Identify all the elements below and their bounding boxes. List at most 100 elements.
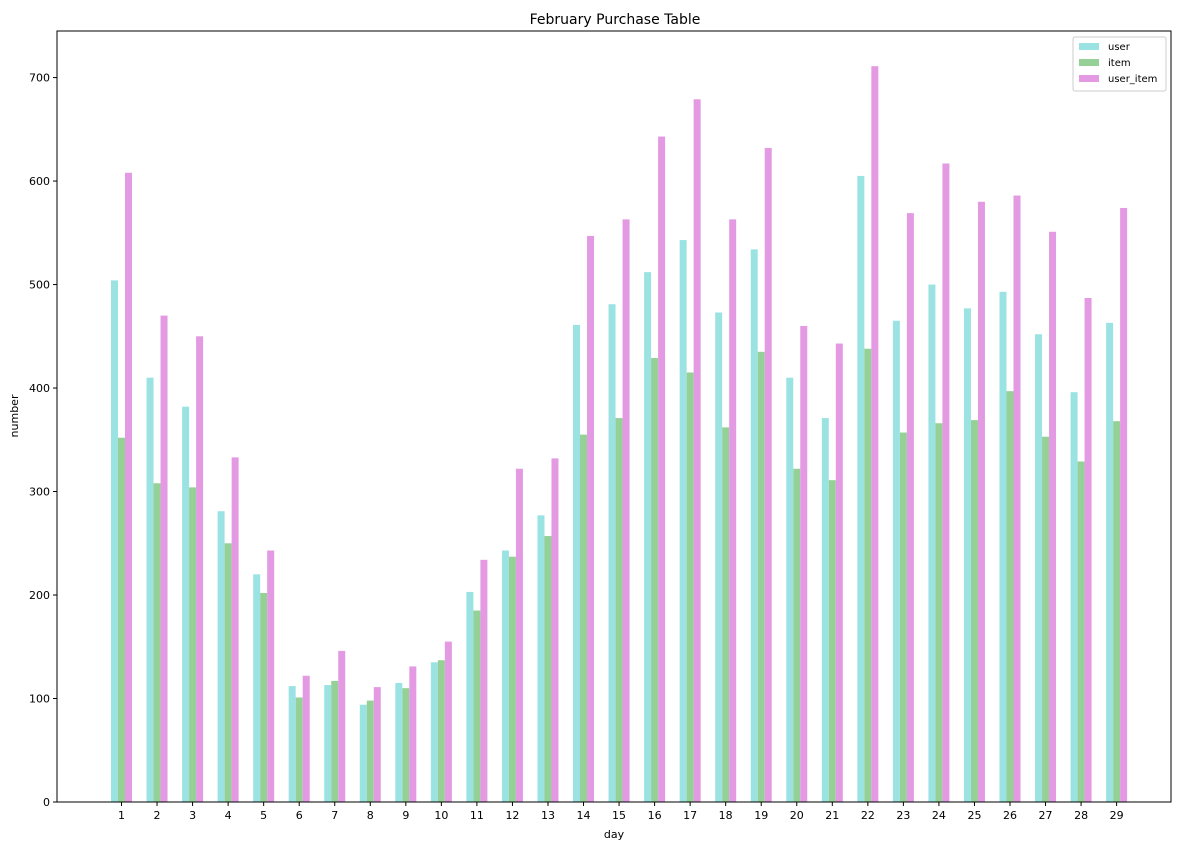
y-tick-label: 400 [29, 382, 50, 395]
bar-user_item-day-16 [658, 136, 666, 802]
y-tick-label: 700 [29, 72, 50, 85]
bar-item-day-18 [722, 427, 730, 802]
bar-user-day-3 [182, 406, 190, 802]
bar-item-day-4 [224, 543, 232, 802]
y-tick-label: 500 [29, 279, 50, 292]
bar-item-day-8 [366, 700, 374, 802]
bar-user_item-day-29 [1120, 207, 1128, 803]
bar-user_item-day-2 [160, 315, 168, 802]
bar-user-day-23 [892, 320, 900, 802]
bar-user-day-27 [1035, 334, 1043, 802]
bar-user-day-17 [679, 240, 687, 803]
bar-item-day-19 [757, 351, 765, 802]
bar-user_item-day-12 [515, 468, 523, 802]
bar-item-day-2 [153, 483, 161, 802]
bar-user_item-day-15 [622, 219, 630, 803]
y-tick-label: 600 [29, 175, 50, 188]
bar-user_item-day-3 [196, 336, 204, 802]
bar-user_item-day-23 [906, 213, 914, 802]
x-tick-label: 29 [1110, 809, 1124, 822]
bar-user-day-7 [324, 685, 332, 802]
legend: user item user_item [1072, 36, 1167, 92]
legend-label-item: item [1108, 58, 1131, 69]
x-tick-label: 25 [967, 809, 981, 822]
bar-user-day-16 [644, 272, 652, 802]
bar-item-day-23 [899, 432, 907, 802]
bar-user_item-day-1 [125, 172, 132, 802]
bar-user-day-6 [288, 686, 296, 802]
bar-user-day-19 [750, 249, 758, 803]
bar-item-day-21 [828, 480, 836, 802]
bar-user_item-day-28 [1084, 298, 1092, 802]
bar-user_item-day-26 [1013, 195, 1021, 803]
bar-user_item-day-7 [338, 650, 346, 802]
bar-item-day-14 [580, 434, 588, 802]
bar-item-day-1 [118, 437, 125, 802]
y-tick-label: 300 [29, 486, 50, 499]
y-tick-label: 0 [43, 796, 50, 809]
x-tick-label: 27 [1039, 809, 1053, 822]
bar-item-day-11 [473, 610, 481, 802]
x-tick-label: 17 [683, 809, 697, 822]
bar-item-day-20 [793, 468, 801, 802]
x-tick-label: 26 [1003, 809, 1017, 822]
bar-user-day-5 [253, 574, 261, 802]
x-tick-label: 10 [434, 809, 448, 822]
bar-user-day-26 [999, 291, 1007, 802]
x-tick-label: 18 [719, 809, 733, 822]
bar-user_item-day-11 [480, 559, 488, 802]
bar-item-day-26 [1006, 391, 1014, 802]
bar-user-day-13 [537, 515, 545, 802]
bar-user-day-9 [395, 682, 403, 802]
bar-user-day-2 [146, 377, 154, 802]
bar-user_item-day-4 [231, 457, 239, 802]
x-tick-label: 15 [612, 809, 626, 822]
y-axis: 0 100 200 300 400 500 600 700 [29, 72, 57, 809]
bar-user_item-day-6 [302, 675, 310, 802]
x-tick-label: 11 [470, 809, 484, 822]
chart-title: February Purchase Table [530, 12, 701, 28]
x-tick-label: 2 [154, 809, 161, 822]
legend-swatch-item [1079, 59, 1099, 66]
bar-user-day-28 [1070, 392, 1078, 802]
bar-user-day-22 [857, 175, 865, 802]
bar-user_item-day-21 [835, 343, 843, 802]
x-tick-label: 21 [825, 809, 839, 822]
bar-item-day-28 [1077, 461, 1085, 802]
bar-user-day-29 [1106, 322, 1114, 802]
x-tick-label: 28 [1074, 809, 1088, 822]
bar-user_item-day-13 [551, 458, 559, 802]
bar-user-day-8 [359, 704, 367, 802]
x-axis-label: day [604, 828, 625, 841]
y-axis-label: number [8, 394, 21, 437]
bar-item-day-17 [686, 372, 694, 802]
bar-user-day-14 [573, 324, 581, 802]
bar-user_item-day-18 [729, 219, 737, 803]
x-tick-label: 13 [541, 809, 555, 822]
bar-user-day-25 [963, 308, 971, 802]
legend-label-user_item: user_item [1108, 74, 1157, 85]
x-tick-label: 8 [367, 809, 374, 822]
x-tick-label: 4 [225, 809, 232, 822]
bar-item-day-9 [402, 688, 410, 802]
x-tick-label: 7 [331, 809, 338, 822]
x-tick-label: 24 [932, 809, 946, 822]
bar-user_item-day-25 [977, 201, 985, 802]
bar-item-day-13 [544, 536, 552, 802]
bar-item-day-5 [260, 592, 268, 802]
legend-swatch-user_item [1079, 75, 1099, 82]
x-tick-label: 9 [402, 809, 409, 822]
bar-item-day-12 [508, 556, 516, 802]
bar-user_item-day-10 [444, 641, 452, 802]
legend-label-user: user [1108, 42, 1131, 53]
legend-swatch-user [1079, 43, 1099, 50]
bar-item-day-6 [295, 697, 303, 802]
bar-user-day-1 [111, 280, 118, 802]
x-axis: 1 2 3 4 5 6 7 8 9 10 11 12 13 14 15 16 17 18 19 20 21 22 23 24 2… [118, 802, 1124, 822]
x-tick-label: 1 [118, 809, 125, 822]
bar-item-day-7 [331, 680, 339, 802]
bar-user-day-18 [715, 312, 723, 802]
x-tick-label: 3 [189, 809, 196, 822]
bar-item-day-27 [1042, 436, 1050, 802]
bar-item-day-3 [189, 487, 197, 802]
